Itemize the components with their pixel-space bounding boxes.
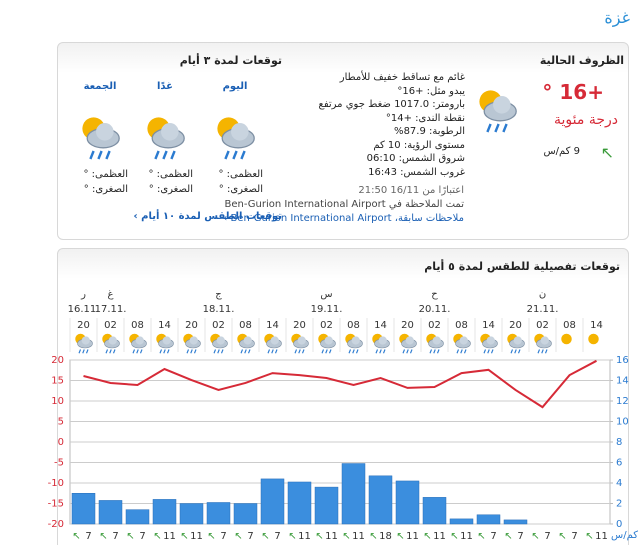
current-wind: 9 كم/س — [543, 146, 580, 157]
detail-line: بارومتر: 1017.0 ضغط جوي مرتفع — [318, 99, 466, 110]
day-min: الصغرى: ° — [83, 184, 128, 195]
detailed-box — [57, 248, 629, 545]
detail-line: غروب الشمس: 16:43 — [368, 166, 465, 178]
day-min: الصغرى: ° — [218, 184, 263, 195]
city: غزة — [604, 8, 630, 27]
day-max: العظمى: ° — [148, 169, 193, 180]
current-unit: درجة مئوية — [554, 112, 618, 128]
detail-line: غائم مع تساقط خفيف للأمطار — [339, 72, 465, 83]
current-title: الظروف الحالية — [539, 54, 624, 67]
current-temp: +16 ° — [542, 80, 604, 104]
detail-line: يبدو مثل: +16° — [397, 85, 465, 97]
detail-line: نقطة الندى: +14° — [385, 112, 465, 124]
detail-line: مستوى الرؤية: 10 كم — [373, 139, 465, 151]
forecast3-title: توقعات لمدة ٣ أيام — [179, 54, 282, 67]
day-name: اليوم — [222, 81, 248, 92]
day-max: العظمى: ° — [83, 169, 128, 180]
day-name: الجمعة — [83, 81, 117, 92]
as-of: اعتبارًا من 16/11 21:50 — [358, 185, 464, 196]
detail-line: الرطوبة: 87.9% — [394, 126, 465, 137]
detail-line: شروق الشمس: 06:10 — [366, 153, 465, 164]
day-min: الصغرى: ° — [148, 184, 193, 195]
forecast10-link[interactable]: توقعات الطقس لمدة ١٠ أيام › — [133, 211, 282, 222]
observed: تمت الملاحظة في Ben-Gurion International… — [224, 199, 464, 210]
wind-unit: كم/س — [611, 530, 638, 541]
wind-arrow: ↖ — [600, 143, 614, 162]
previous-link[interactable]: ملاحظات سابقة، Ben-Gurion International … — [223, 213, 464, 224]
day-max: العظمى: ° — [218, 169, 263, 180]
day-name: غدًا — [156, 81, 174, 92]
detailed-title: توقعات تفصيلية للطقس لمدة ٥ أيام — [424, 260, 620, 273]
